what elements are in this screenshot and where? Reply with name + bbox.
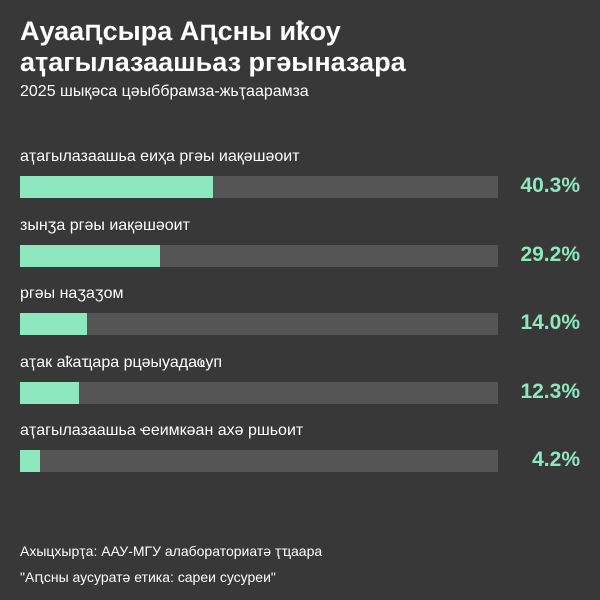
value-label: 14.0% [520, 311, 580, 334]
value-label: 12.3% [520, 379, 580, 403]
bar-track [20, 313, 498, 335]
bar [20, 313, 87, 335]
category-label: аҭагылазаашьа еиҳа ргәы иақәшәоит [20, 148, 300, 165]
category-label: аҭак аҟаҵара рцәыуадаҩуп [20, 353, 222, 371]
bar-track [20, 381, 498, 404]
category-label: ргәы наӡаӡом [20, 285, 124, 302]
value-label: 29.2% [520, 242, 580, 266]
category-label: аҭагылазаашьа ҽеимкәан ахә ршьоит [20, 422, 304, 439]
bar [20, 450, 41, 472]
chart-title: Ауааԥсыра Аԥсны иҟоу аҭагылазаашьаз ргәы… [20, 16, 406, 77]
value-label: 4.2% [532, 448, 580, 471]
value-label: 40.3% [520, 174, 580, 197]
bar-track [20, 450, 498, 472]
bar [20, 381, 79, 404]
bar-track [20, 176, 498, 198]
bar [20, 244, 160, 267]
bar-track [20, 244, 498, 267]
note: "Аԥсны аусуратә етика: сареи сусуреи" [20, 569, 276, 585]
chart-subtitle: 2025 шықәса цәыббрамза-жьҭаарамза [20, 83, 309, 100]
bar [20, 176, 213, 198]
source: Ахыцхырҭа: ААУ-МГУ алабораториатә ҭҵаара [20, 543, 323, 559]
category-label: зынӡа ргәы иақәшәоит [20, 216, 190, 234]
